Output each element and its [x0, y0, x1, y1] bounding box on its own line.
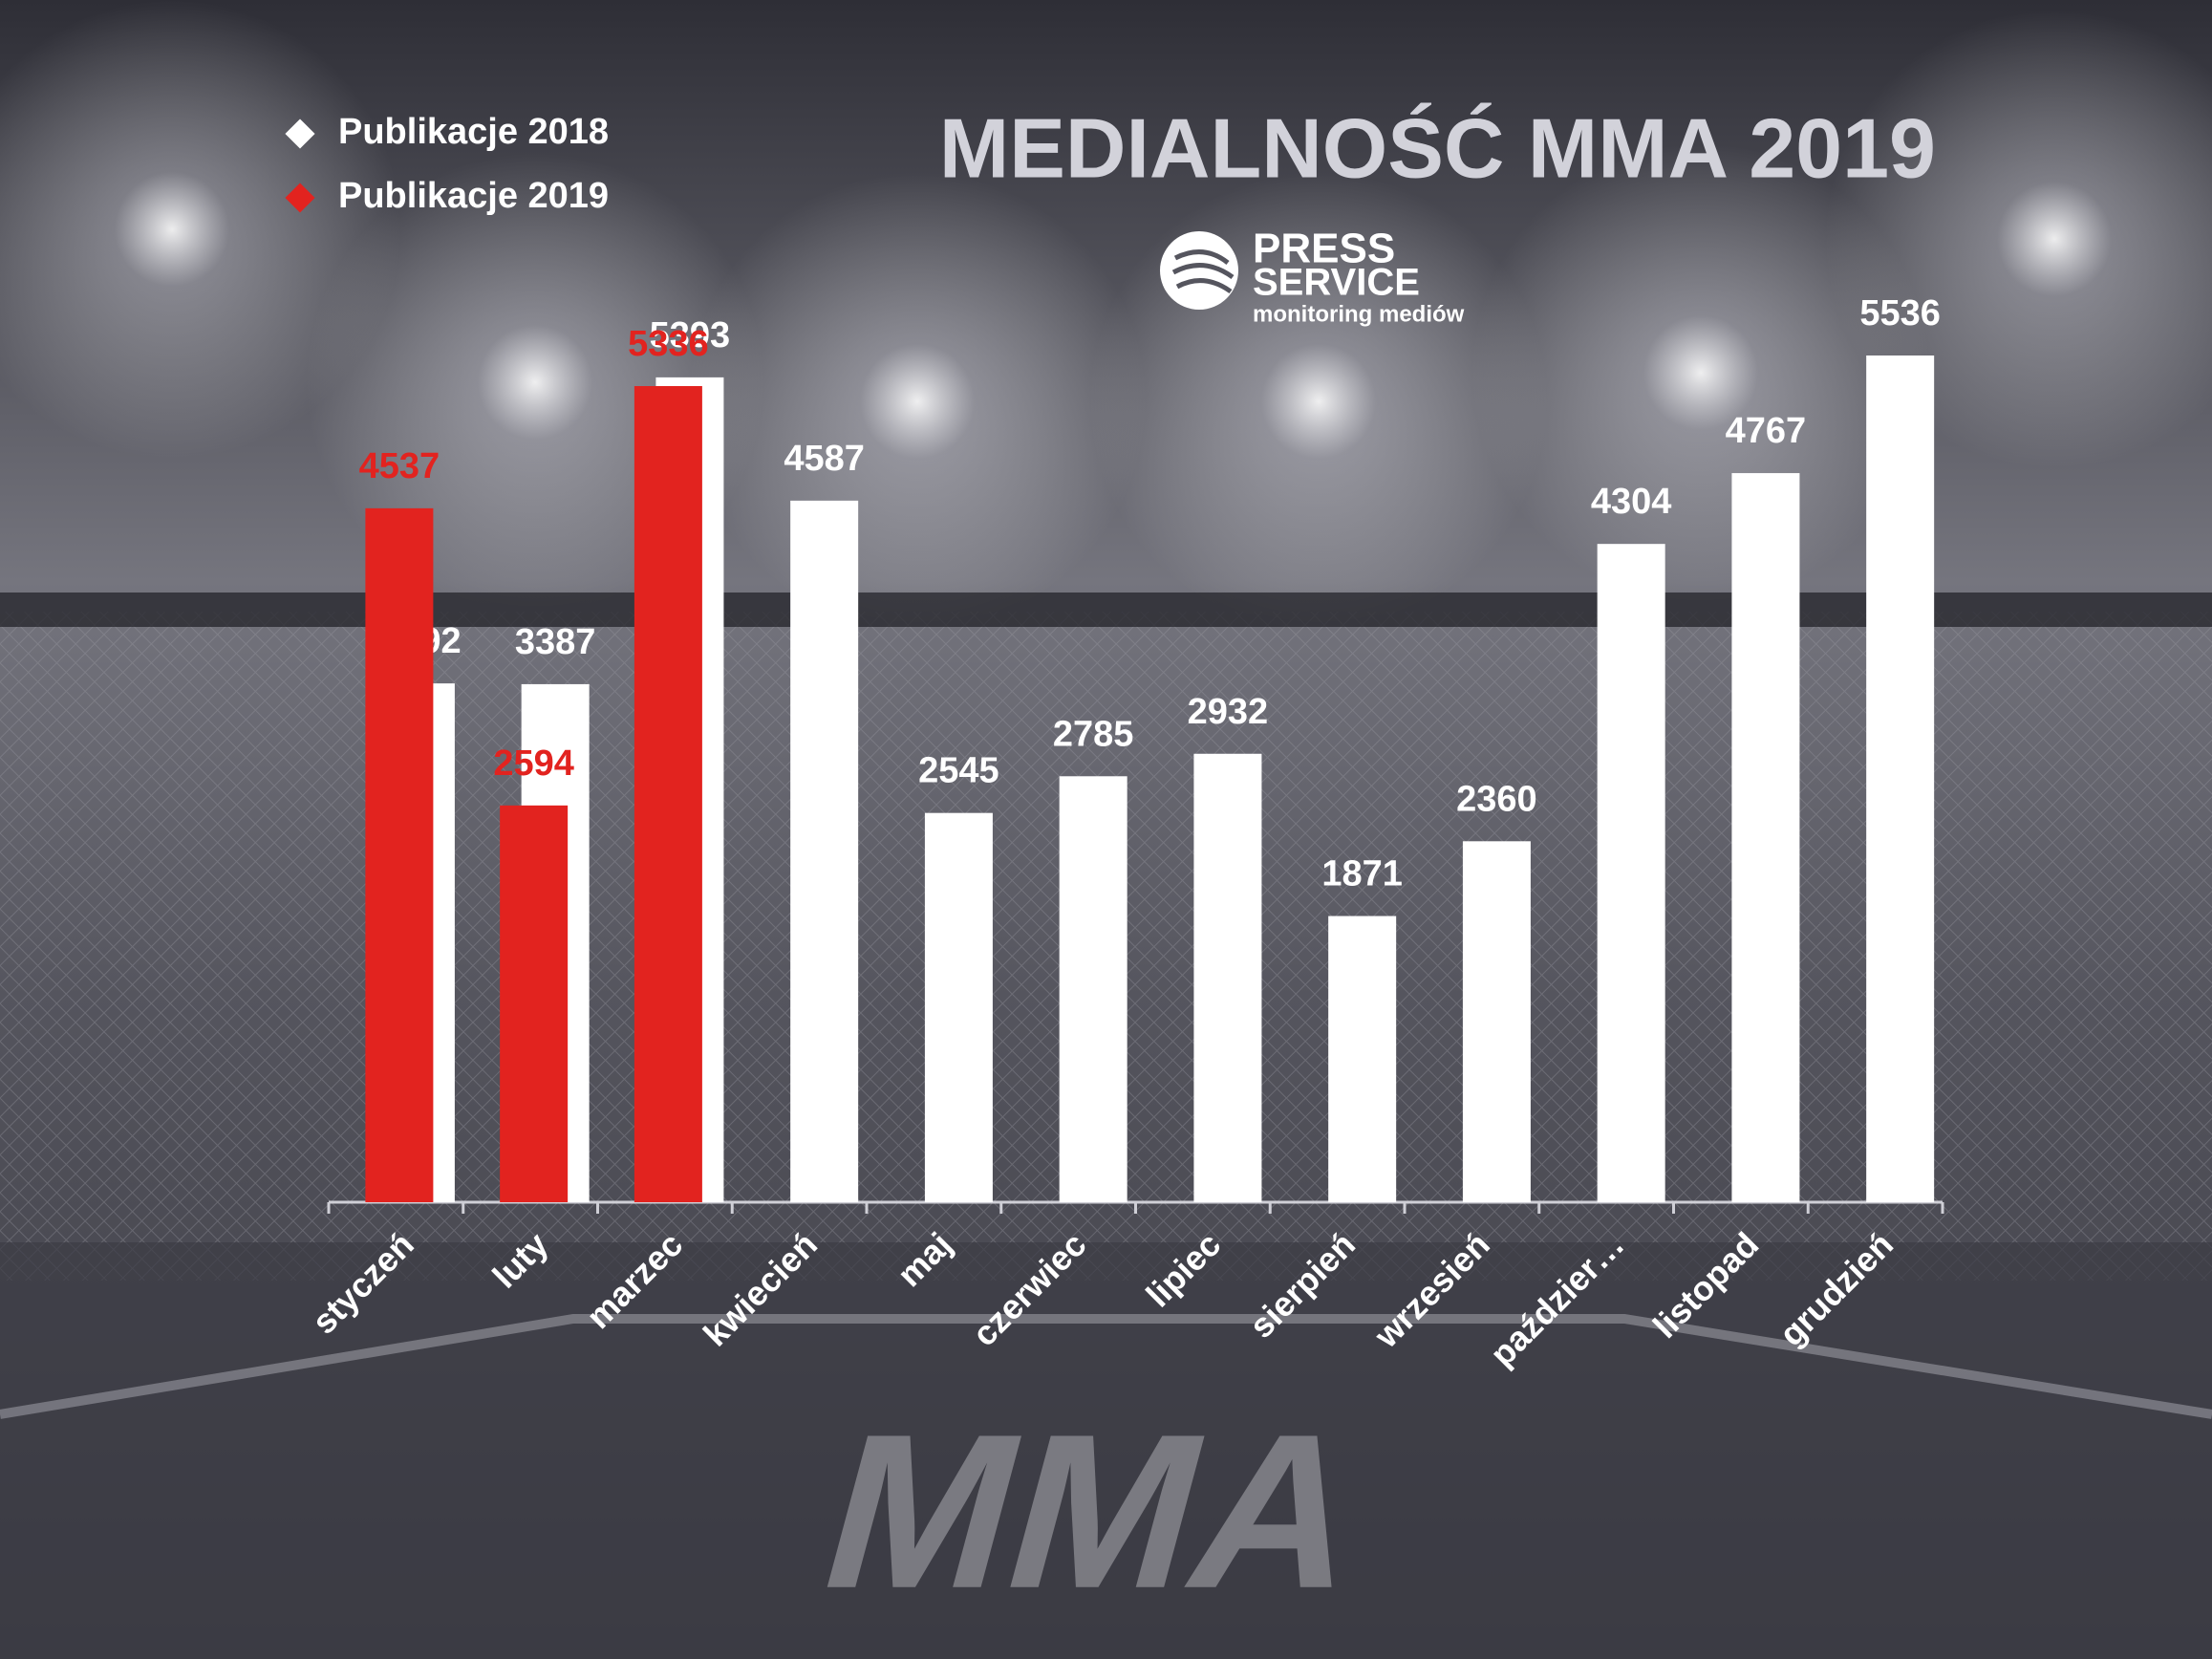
value-label: 2360 [1456, 779, 1537, 819]
legend-swatch [285, 118, 315, 149]
legend-swatch [285, 183, 315, 213]
value-label: 5336 [628, 324, 709, 364]
value-label: 5536 [1859, 293, 1941, 334]
value-label: 2545 [918, 751, 999, 791]
chart-title: MEDIALNOŚĆ MMA 2019 [939, 100, 1936, 195]
bar [1597, 544, 1665, 1202]
bar [790, 500, 859, 1202]
bar [1328, 916, 1397, 1202]
bar [924, 812, 993, 1202]
value-label: 4587 [784, 439, 865, 479]
bar [1059, 776, 1127, 1202]
value-label: 4304 [1591, 482, 1672, 522]
logo-line: PRESS [1253, 226, 1395, 272]
bar [365, 507, 434, 1202]
value-label: 4537 [359, 446, 440, 486]
value-label: 3387 [515, 622, 596, 662]
bar [634, 386, 702, 1202]
legend-label: Publikacje 2019 [338, 176, 609, 216]
logo: PRESS SERVICE monitoring mediów [1160, 226, 1465, 327]
value-label: 2932 [1188, 692, 1269, 732]
bar [1731, 473, 1800, 1202]
floor-text: MMA [800, 1388, 1390, 1633]
value-label: 4767 [1726, 411, 1807, 451]
value-label: 1871 [1321, 854, 1403, 894]
logo-line: monitoring mediów [1253, 301, 1465, 327]
bar [500, 805, 569, 1202]
bar [1462, 841, 1531, 1202]
value-label: 2785 [1053, 714, 1134, 754]
bar [1866, 356, 1935, 1202]
bar [1193, 753, 1262, 1202]
logo-line: SERVICE [1253, 262, 1420, 304]
legend-label: Publikacje 2018 [338, 112, 609, 152]
value-label: 2594 [493, 743, 574, 784]
value-label: 5393 [650, 315, 731, 356]
